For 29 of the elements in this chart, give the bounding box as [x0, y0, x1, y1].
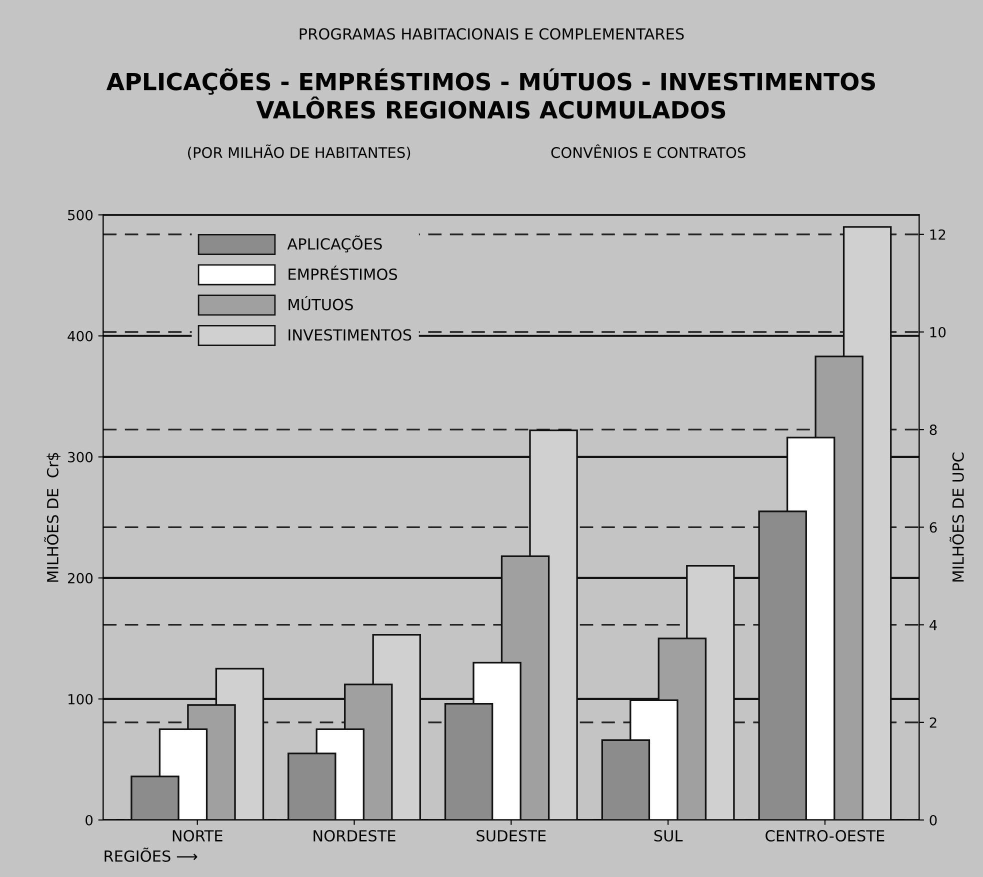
legend-label: APLICAÇÕES: [287, 235, 382, 252]
x-tick-label: NORTE: [172, 830, 222, 842]
chart-title: APLICAÇÕES - EMPRÉSTIMOS - MÚTUOS - INVESTIMENTOS VALÔRES REGIONAIS ACUMULADOS: [106, 68, 875, 119]
y-tick-label: 0: [86, 814, 93, 826]
y-tick-label: 400: [68, 330, 93, 342]
x-tick-label: NORDESTE: [314, 830, 396, 842]
y2-tick-label: 8: [930, 424, 937, 436]
text: CONVÊNIOS E CONTRATOS: [551, 144, 746, 158]
y2-axis-title: MILHÕES DE UPC: [950, 452, 964, 582]
y2-tick-label: 12: [930, 229, 946, 240]
y-tick-label: 200: [68, 572, 93, 584]
x-tick-label: CENTRO-OESTE: [766, 830, 884, 842]
x-axis-title: REGIÕES ⟶: [104, 848, 198, 862]
x-tick-label: SUDESTE: [476, 830, 546, 842]
legend-label: INVESTIMENTOS: [288, 329, 412, 341]
y2-tick-label: 4: [930, 620, 937, 630]
x-tick-label: SUL: [654, 830, 683, 842]
y2-tick-label: 10: [930, 326, 946, 338]
y2-tick-label: 0: [930, 814, 937, 826]
y-tick-label: 100: [68, 694, 93, 704]
y2-tick-label: 2: [930, 717, 936, 728]
y-axis-title: MILHÕES DE Cr$: [44, 452, 60, 582]
legend-label: MÚTUOS: [288, 296, 353, 310]
y-tick-label: 500: [68, 210, 93, 220]
y-tick-label: 300: [68, 452, 93, 462]
text: (POR MILHÃO DE HABITANTES): [188, 144, 410, 160]
legend-label: EMPRÉSTIMOS: [288, 266, 398, 280]
y2-tick-label: 6: [930, 522, 937, 533]
chart-subtitle: PROGRAMAS HABITACIONAIS E COMPLEMENTARES: [300, 28, 684, 40]
